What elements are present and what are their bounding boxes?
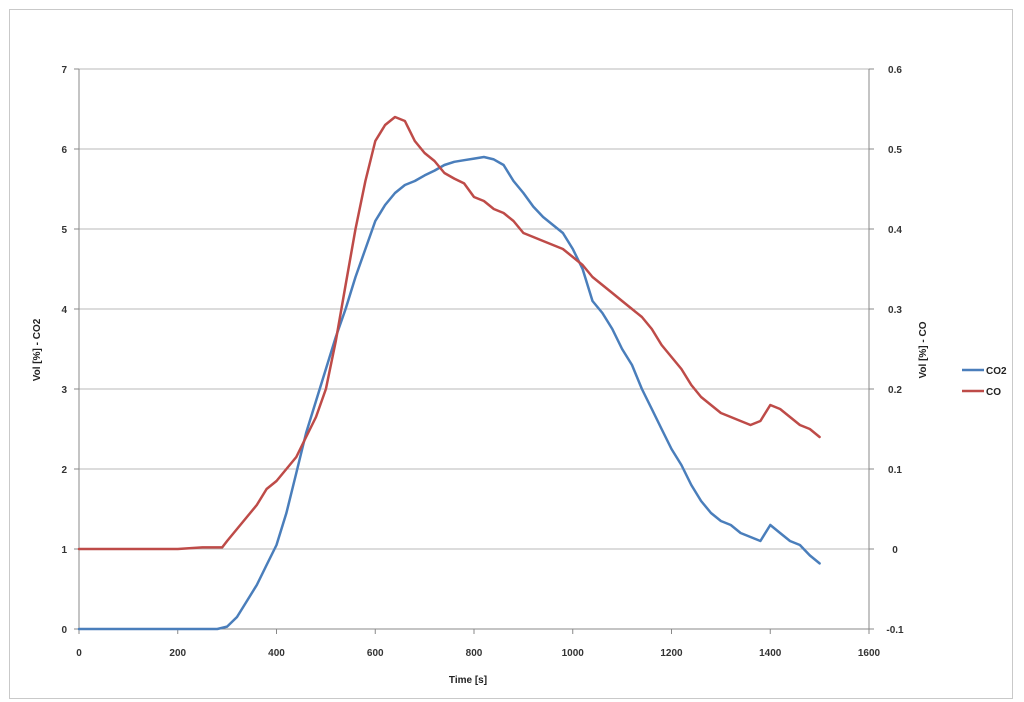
y-right-tick-label: 0.2	[888, 385, 902, 396]
x-tick-label: 1600	[858, 648, 881, 659]
x-axis-title: Time [s]	[449, 675, 487, 686]
y-right-tick-label: 0	[892, 545, 898, 556]
x-tick-label: 1200	[660, 648, 683, 659]
y-left-tick-label: 3	[61, 385, 67, 396]
y-left-tick-label: 1	[61, 545, 67, 556]
y-right-tick-label: 0.4	[888, 225, 902, 236]
x-tick-label: 1000	[562, 648, 585, 659]
chart-frame	[9, 9, 1013, 699]
y-axis-right-title: Vol [%] - CO	[918, 321, 929, 378]
x-tick-label: 1400	[759, 648, 782, 659]
y-left-tick-label: 4	[61, 305, 67, 316]
legend-co-label: CO	[986, 387, 1001, 398]
tick-labels: 0 200 400 600 800 1000 1200 1400 1600 0 1 2 3 4 5 6 7 -0.…	[61, 65, 904, 659]
x-tick-label: 800	[466, 648, 483, 659]
y-right-tick-label: 0.5	[888, 145, 902, 156]
y-left-tick-label: 7	[61, 65, 67, 76]
x-tick-label: 400	[268, 648, 285, 659]
y-right-tick-label: -0.1	[886, 625, 904, 636]
legend: CO2 CO	[962, 366, 1007, 398]
y-left-tick-label: 0	[61, 625, 67, 636]
y-right-tick-label: 0.6	[888, 65, 902, 76]
y-left-tick-label: 6	[61, 145, 67, 156]
y-left-tick-label: 2	[61, 465, 67, 476]
series-line-co	[77, 115, 821, 551]
series-lines	[77, 115, 821, 631]
series-line-co2	[77, 155, 821, 631]
y-right-tick-label: 0.3	[888, 305, 902, 316]
gridlines	[79, 68, 869, 550]
legend-co2-label: CO2	[986, 366, 1007, 377]
x-tick-label: 200	[169, 648, 186, 659]
y-axis-left-title: Vol [%] - CO2	[32, 318, 43, 381]
x-tick-label: 600	[367, 648, 384, 659]
x-tick-label: 0	[76, 648, 82, 659]
y-right-tick-label: 0.1	[888, 465, 902, 476]
y-left-tick-label: 5	[61, 225, 67, 236]
